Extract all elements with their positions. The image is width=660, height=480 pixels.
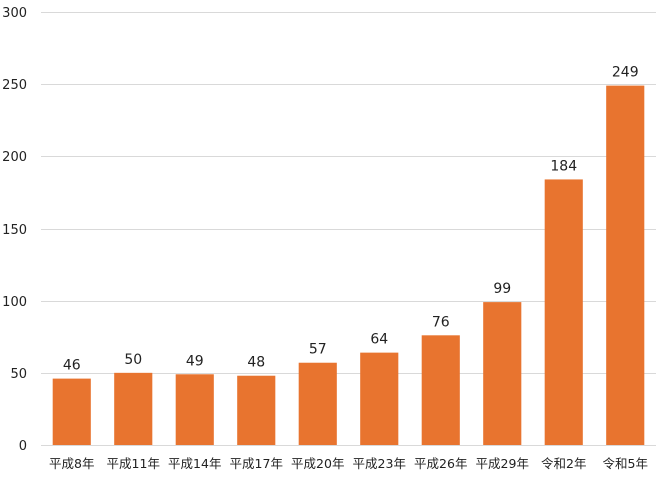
- x-category-label-6: 平成26年: [414, 456, 467, 471]
- bar-1: [114, 372, 153, 445]
- x-category-label-3: 平成17年: [230, 456, 283, 471]
- x-category-label-4: 平成20年: [291, 456, 344, 471]
- bar-3: [237, 375, 276, 445]
- bar-4: [298, 362, 337, 445]
- data-label-5: 64: [370, 332, 388, 348]
- bars: [52, 85, 645, 446]
- bar-2: [175, 374, 214, 445]
- bar-9: [606, 85, 645, 446]
- x-category-label-2: 平成14年: [168, 456, 221, 471]
- y-tick-label-100: 100: [2, 295, 27, 310]
- y-tick-label-0: 0: [19, 439, 27, 454]
- bar-0: [52, 378, 91, 445]
- data-label-1: 50: [124, 352, 142, 368]
- bar-8: [544, 179, 583, 445]
- y-tick-label-250: 250: [2, 78, 27, 93]
- data-label-7: 99: [493, 281, 511, 297]
- x-category-label-1: 平成11年: [107, 456, 160, 471]
- x-category-label-0: 平成8年: [49, 456, 94, 471]
- x-category-label-7: 平成29年: [476, 456, 529, 471]
- data-label-9: 249: [612, 65, 639, 81]
- data-label-2: 49: [186, 353, 204, 369]
- bar-6: [421, 335, 460, 445]
- x-axis-categories: 平成8年 平成11年 平成14年 平成17年 平成20年 平成23年 平成26年 平成29年令…: [49, 456, 648, 471]
- x-category-label-9: 令和5年: [603, 456, 648, 471]
- data-labels: 46 50 49 48 57 64 76 99 184 249: [63, 65, 639, 374]
- y-tick-label-150: 150: [2, 223, 27, 238]
- y-tick-label-200: 200: [2, 150, 27, 165]
- x-category-label-5: 平成23年: [353, 456, 406, 471]
- x-category-label-8: 令和2年: [541, 456, 586, 471]
- y-tick-label-300: 300: [2, 6, 27, 21]
- y-axis-ticks: 0 50 100 150 200 250 300: [2, 6, 27, 454]
- data-label-8: 184: [550, 158, 577, 174]
- data-label-0: 46: [63, 358, 81, 374]
- y-tick-label-50: 50: [10, 367, 27, 382]
- bar-7: [483, 302, 522, 445]
- data-label-4: 57: [309, 342, 327, 358]
- data-label-3: 48: [247, 355, 265, 371]
- data-label-6: 76: [432, 314, 450, 330]
- bar-5: [360, 352, 399, 445]
